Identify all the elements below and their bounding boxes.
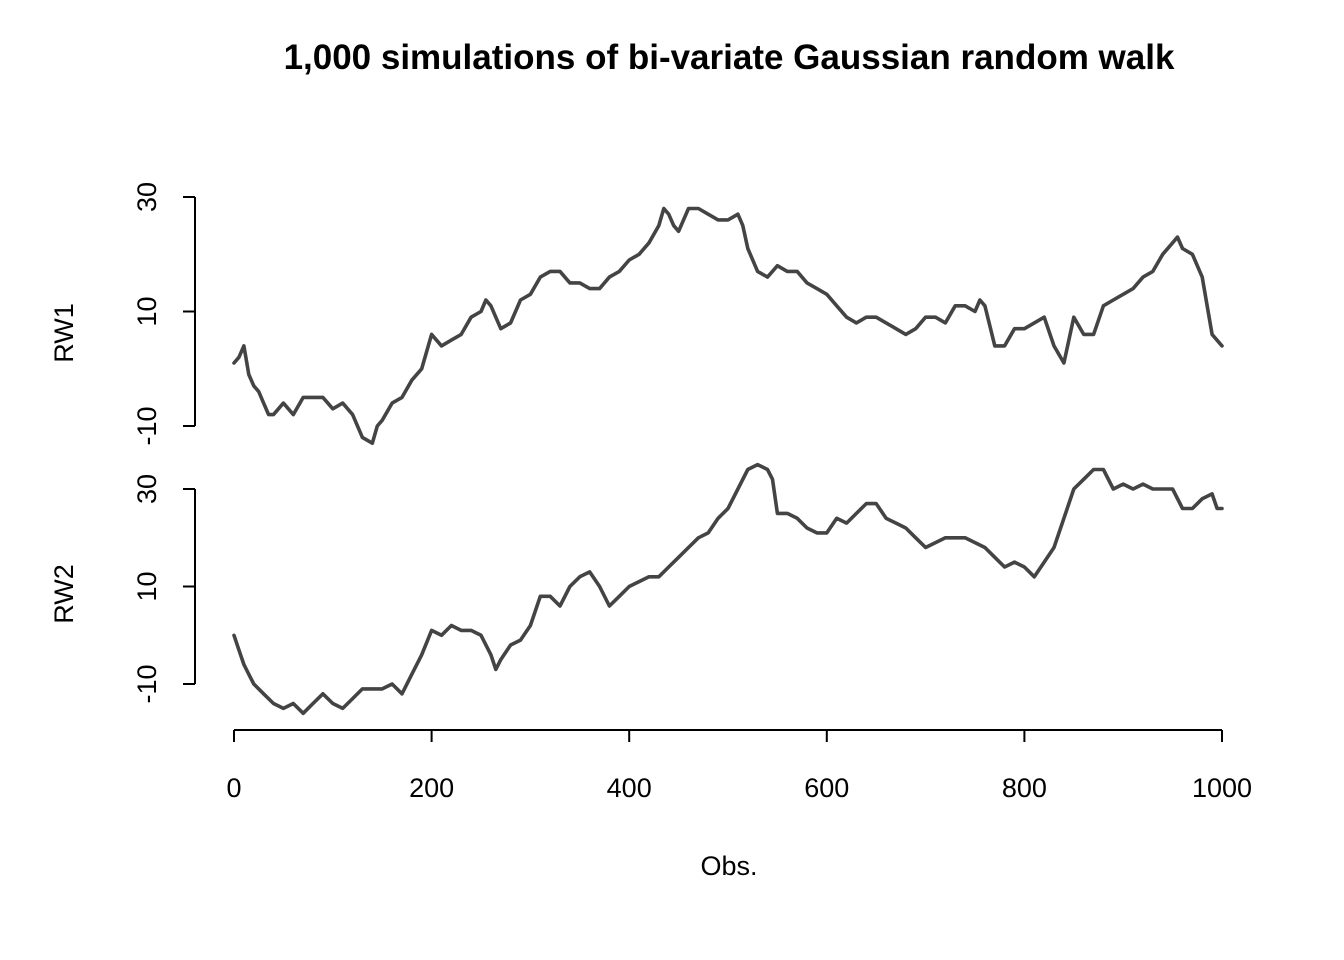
x-tick-label: 0: [226, 773, 241, 803]
y-axis-label-rw1: RW1: [49, 303, 79, 363]
y-tick-label-rw1: 30: [132, 182, 162, 212]
panel-rw1: RW1 -10 10 30: [49, 182, 1224, 446]
series-line-rw1: [232, 206, 1224, 445]
y-tick-label-rw1: 10: [132, 296, 162, 326]
chart-title: 1,000 simulations of bi-variate Gaussian…: [284, 38, 1175, 77]
x-tick-label: 600: [804, 773, 849, 803]
x-tick-label: 1000: [1192, 773, 1252, 803]
y-ticks-rw1: -10 10 30: [132, 182, 195, 446]
series-line-rw2: [232, 462, 1224, 716]
y-tick-label-rw2: 10: [132, 571, 162, 601]
y-ticks-rw2: -10 10 30: [132, 474, 195, 704]
x-axis: 0 200 400 600 800 1000: [226, 729, 1252, 803]
y-tick-label-rw1: -10: [132, 406, 162, 445]
y-tick-label-rw2: 30: [132, 474, 162, 504]
x-tick-label: 800: [1002, 773, 1047, 803]
y-tick-label-rw2: -10: [132, 664, 162, 703]
x-ticks: 0 200 400 600 800 1000: [226, 730, 1252, 803]
panel-rw2: RW2 -10 10 30: [49, 462, 1224, 716]
x-axis-label: Obs.: [700, 851, 757, 881]
y-axis-label-rw2: RW2: [49, 564, 79, 624]
x-tick-label: 400: [607, 773, 652, 803]
x-tick-label: 200: [409, 773, 454, 803]
